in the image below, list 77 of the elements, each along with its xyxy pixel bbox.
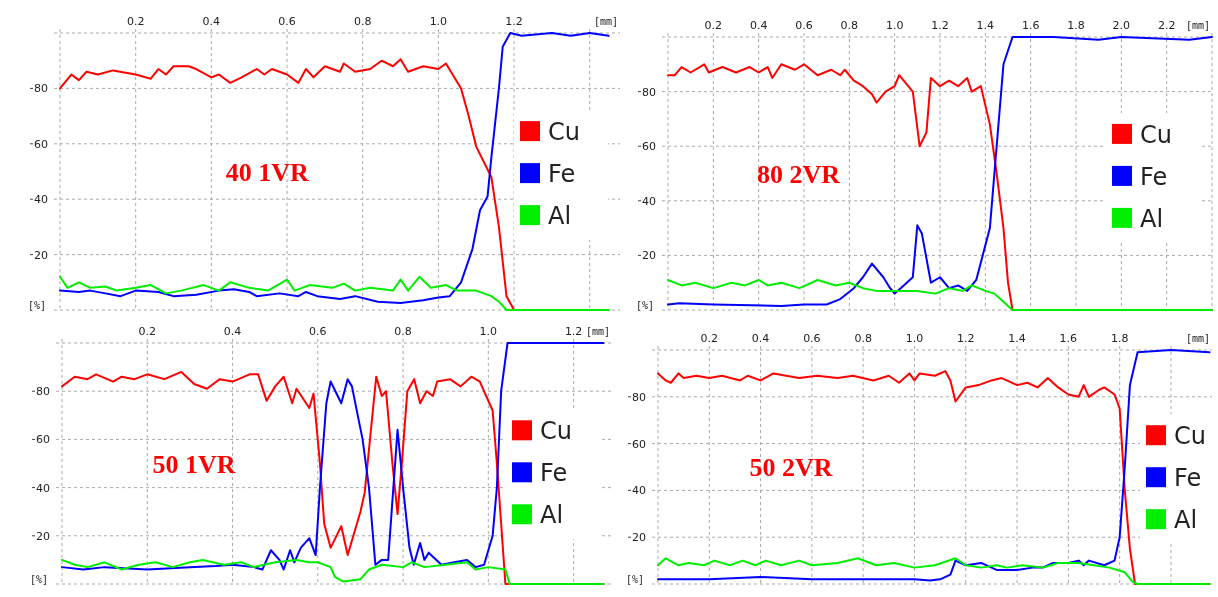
x-tick-label: 1.4 bbox=[1008, 332, 1026, 345]
y-tick-label: 40 bbox=[632, 484, 646, 498]
y-tick-label: 20 bbox=[36, 529, 50, 543]
x-axis-title: [mm] bbox=[1185, 20, 1210, 31]
y-tick-label: 40 bbox=[642, 194, 656, 208]
legend-label: Cu bbox=[540, 417, 572, 446]
x-tick-label: 0.2 bbox=[704, 19, 723, 32]
legend-label: Al bbox=[1174, 506, 1198, 535]
line-series bbox=[59, 275, 610, 311]
y-axis-title: [%] bbox=[28, 300, 47, 311]
x-tick-label: 0.8 bbox=[854, 332, 872, 345]
y-tick-label: 60 bbox=[34, 137, 48, 151]
y-tick-label: 60 bbox=[36, 433, 50, 447]
x-tick-label: 2.0 bbox=[1112, 19, 1131, 32]
y-tick-label: 40 bbox=[36, 481, 50, 495]
x-tick-label: 0.2 bbox=[126, 15, 145, 28]
y-tick-label: 60 bbox=[642, 140, 656, 154]
legend-label: Cu bbox=[548, 118, 580, 147]
x-tick-label: 0.4 bbox=[202, 15, 221, 28]
legend-label: Cu bbox=[1140, 120, 1172, 149]
x-tick-label: 0.6 bbox=[803, 332, 821, 345]
x-tick-label: 0.4 bbox=[223, 325, 242, 338]
y-tick-label: 80 bbox=[34, 82, 48, 96]
x-tick-label: 1.0 bbox=[905, 332, 924, 345]
legend-label: Fe bbox=[1174, 464, 1202, 493]
y-tick-label: 80 bbox=[642, 85, 656, 99]
x-tick-label: 0.2 bbox=[138, 325, 157, 338]
x-tick-label: 2.2 bbox=[1157, 19, 1176, 32]
x-tick-label: 1.0 bbox=[429, 15, 448, 28]
line-series bbox=[657, 557, 1211, 585]
x-tick-label: 1.2 bbox=[564, 325, 583, 338]
legend-label: Fe bbox=[548, 160, 576, 189]
y-axis-title: [%] bbox=[30, 574, 49, 585]
text: 50 2VR bbox=[749, 453, 833, 482]
x-axis-title: [mm] bbox=[593, 16, 618, 27]
x-axis-title: [mm] bbox=[1185, 333, 1210, 344]
y-tick-label: 80 bbox=[36, 385, 50, 399]
y-tick-label: 20 bbox=[632, 531, 646, 545]
x-tick-label: 0.8 bbox=[840, 19, 859, 32]
x-tick-label: 1.4 bbox=[976, 19, 995, 32]
text: 40 1VR bbox=[225, 157, 309, 187]
x-tick-label: 1.6 bbox=[1059, 332, 1078, 345]
legend-label: Al bbox=[548, 202, 572, 231]
y-tick-label: 80 bbox=[632, 390, 646, 404]
line-series bbox=[61, 342, 605, 571]
x-tick-label: 0.8 bbox=[353, 15, 372, 28]
y-tick-label: 20 bbox=[642, 249, 656, 263]
y-axis-title: [%] bbox=[626, 574, 645, 585]
legend-label: Al bbox=[540, 501, 564, 530]
x-tick-label: 1.2 bbox=[505, 15, 523, 28]
x-tick-label: 0.6 bbox=[278, 15, 296, 28]
x-tick-label: 1.0 bbox=[885, 19, 904, 32]
line-series bbox=[61, 558, 605, 585]
legend-label: Cu bbox=[1174, 422, 1206, 451]
text: 50 1VR bbox=[152, 449, 236, 479]
x-tick-label: 0.2 bbox=[700, 332, 719, 345]
y-tick-label: 60 bbox=[632, 437, 646, 451]
legend-label: Al bbox=[1140, 204, 1164, 233]
text: 80 2VR bbox=[757, 159, 841, 189]
x-tick-label: 1.8 bbox=[1110, 332, 1129, 345]
legend-label: Fe bbox=[1140, 162, 1168, 191]
x-axis-title: [mm] bbox=[585, 326, 610, 337]
x-tick-label: 0.4 bbox=[749, 19, 768, 32]
legend-label: Fe bbox=[540, 459, 568, 488]
y-tick-label: 40 bbox=[34, 193, 48, 207]
x-tick-label: 0.4 bbox=[751, 332, 770, 345]
x-tick-label: 1.2 bbox=[957, 332, 975, 345]
x-tick-label: 1.0 bbox=[479, 325, 498, 338]
line-series bbox=[667, 278, 1213, 311]
x-tick-label: 0.8 bbox=[394, 325, 412, 338]
y-axis-title: [%] bbox=[636, 300, 655, 311]
x-tick-label: 0.6 bbox=[309, 325, 327, 338]
x-tick-label: 1.6 bbox=[1021, 19, 1040, 32]
y-tick-label: 20 bbox=[34, 248, 48, 262]
x-tick-label: 0.6 bbox=[795, 19, 813, 32]
x-tick-label: 1.8 bbox=[1067, 19, 1085, 32]
x-tick-label: 1.2 bbox=[931, 19, 949, 32]
